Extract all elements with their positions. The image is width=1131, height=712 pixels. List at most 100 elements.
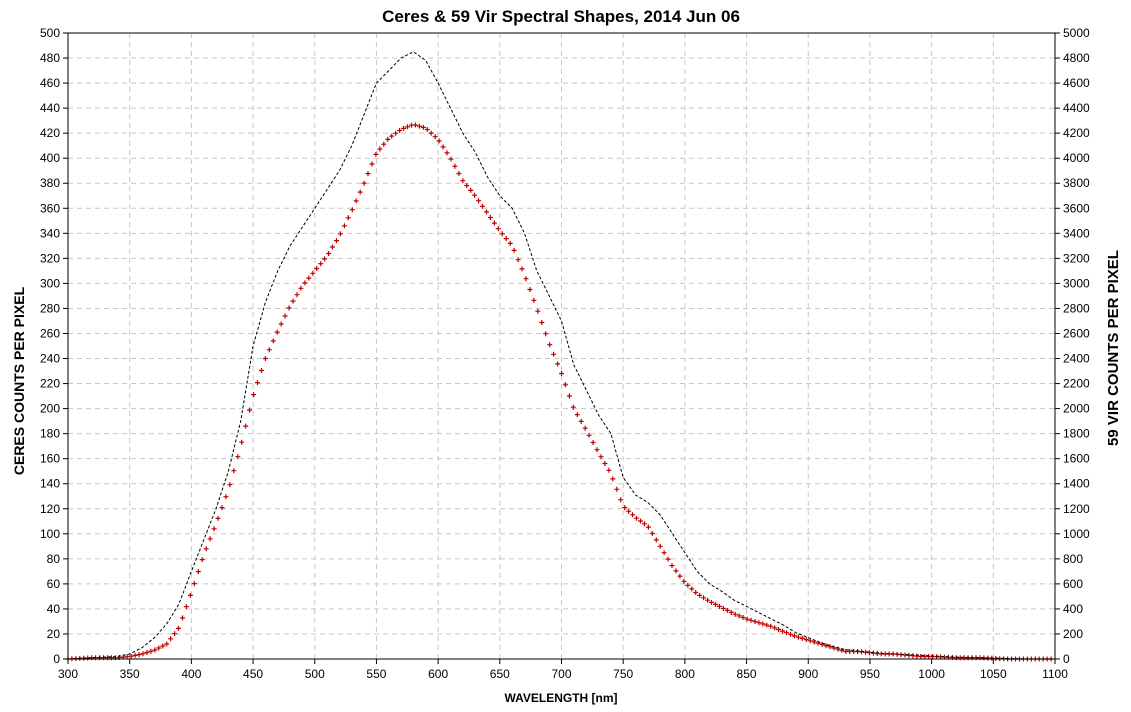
x-tick-label: 400 bbox=[181, 667, 201, 681]
ceres-data-point bbox=[803, 637, 809, 643]
x-tick-label: 450 bbox=[243, 667, 263, 681]
ceres-data-point bbox=[480, 203, 485, 209]
ceres-data-point bbox=[401, 125, 407, 131]
ceres-data-point bbox=[345, 215, 351, 221]
ceres-data-point bbox=[594, 447, 600, 453]
ceres-data-point bbox=[349, 207, 355, 213]
ceres-data-point bbox=[231, 468, 237, 474]
y2-tick-label: 3400 bbox=[1063, 226, 1090, 240]
ceres-data-point bbox=[448, 156, 454, 162]
ceres-data-point bbox=[499, 231, 505, 237]
ceres-data-point bbox=[709, 599, 714, 605]
ceres-data-point bbox=[685, 582, 691, 588]
ceres-data-point bbox=[476, 198, 482, 204]
y2-tick-label: 0 bbox=[1063, 652, 1070, 666]
ceres-data-point bbox=[365, 171, 371, 177]
ceres-data-point bbox=[381, 141, 387, 147]
ceres-data-point bbox=[559, 371, 564, 376]
ceres-data-point bbox=[464, 183, 470, 188]
ceres-data-point bbox=[697, 592, 703, 598]
ceres-data-point bbox=[732, 611, 738, 617]
y2-tick-label: 2000 bbox=[1063, 402, 1090, 416]
ceres-data-point bbox=[262, 356, 268, 361]
y-tick-label: 40 bbox=[47, 602, 61, 616]
ceres-data-point bbox=[298, 285, 304, 291]
ceres-data-point bbox=[306, 275, 312, 281]
ceres-data-point bbox=[673, 568, 679, 574]
ceres-data-point bbox=[207, 536, 213, 542]
ceres-data-point bbox=[807, 638, 813, 644]
ceres-data-point bbox=[665, 556, 671, 562]
x-tick-label: 650 bbox=[490, 667, 510, 681]
ceres-data-point bbox=[428, 130, 434, 136]
ceres-data-point bbox=[180, 615, 185, 621]
x-axis-label: WAVELENGTH [nm] bbox=[504, 691, 617, 705]
ceres-data-point bbox=[128, 653, 134, 659]
ceres-data-point bbox=[322, 256, 328, 262]
ceres-data-point bbox=[341, 223, 347, 229]
ceres-data-point bbox=[515, 257, 521, 263]
grid-layer bbox=[68, 33, 1055, 659]
y2-tick-label: 4800 bbox=[1063, 51, 1090, 65]
ceres-data-point bbox=[827, 644, 833, 650]
tick-layer: 300 350 400 450 500 550 600 650 700 750 800 850 900 9… bbox=[40, 26, 1090, 681]
ceres-data-point bbox=[227, 482, 233, 488]
series-layer bbox=[65, 51, 1055, 662]
ceres-data-point bbox=[274, 329, 280, 335]
ceres-data-point bbox=[416, 123, 422, 129]
y2-tick-label: 3000 bbox=[1063, 276, 1090, 290]
ceres-data-point bbox=[259, 368, 264, 373]
ceres-data-point bbox=[622, 505, 628, 511]
y-tick-label: 0 bbox=[53, 652, 60, 666]
ceres-data-point bbox=[740, 615, 746, 620]
ceres-data-point bbox=[511, 247, 517, 253]
ceres-data-point bbox=[215, 515, 221, 521]
ceres-data-point bbox=[574, 412, 580, 418]
ceres-data-point bbox=[195, 569, 201, 575]
ceres-data-point bbox=[156, 645, 162, 651]
ceres-data-point bbox=[760, 621, 766, 627]
ceres-data-point bbox=[452, 163, 458, 169]
y-tick-label: 480 bbox=[40, 51, 60, 65]
ceres-data-point bbox=[669, 563, 675, 569]
ceres-data-point bbox=[235, 454, 241, 460]
ceres-data-point bbox=[791, 633, 797, 639]
x-tick-label: 800 bbox=[675, 667, 695, 681]
ceres-data-point bbox=[653, 537, 659, 543]
y2-tick-label: 800 bbox=[1063, 552, 1083, 566]
ceres-data-point bbox=[701, 595, 707, 601]
ceres-data-point bbox=[152, 647, 158, 653]
ceres-data-point bbox=[720, 605, 726, 611]
y2-tick-label: 4000 bbox=[1063, 151, 1090, 165]
ceres-data-point bbox=[562, 382, 568, 388]
ceres-data-point bbox=[361, 180, 367, 186]
ceres-data-point bbox=[314, 266, 320, 271]
ceres-data-point bbox=[239, 439, 245, 445]
ceres-data-point bbox=[270, 338, 276, 344]
ceres-data-point bbox=[677, 573, 683, 579]
x-tick-label: 1050 bbox=[980, 667, 1007, 681]
x-tick-label: 900 bbox=[798, 667, 818, 681]
x-tick-label: 350 bbox=[120, 667, 140, 681]
ceres-data-point bbox=[203, 546, 209, 552]
y-tick-label: 500 bbox=[40, 26, 60, 40]
ceres-data-point bbox=[614, 486, 620, 492]
ceres-data-point bbox=[251, 392, 257, 398]
y2-tick-label: 200 bbox=[1063, 627, 1083, 641]
ceres-data-point bbox=[444, 150, 450, 156]
ceres-data-point bbox=[586, 432, 592, 438]
y2-tick-label: 4400 bbox=[1063, 101, 1090, 115]
ceres-data-point bbox=[693, 590, 699, 595]
ceres-data-point bbox=[539, 320, 545, 325]
x-tick-label: 500 bbox=[305, 667, 325, 681]
ceres-data-point bbox=[187, 592, 193, 598]
y2-tick-label: 2800 bbox=[1063, 301, 1090, 315]
ceres-data-point bbox=[255, 380, 260, 386]
ceres-data-point bbox=[160, 643, 166, 649]
ceres-data-point bbox=[432, 134, 438, 140]
y-tick-label: 100 bbox=[40, 527, 60, 541]
ceres-data-point bbox=[551, 351, 557, 357]
y-tick-label: 260 bbox=[40, 326, 60, 340]
ceres-data-point bbox=[377, 146, 383, 152]
